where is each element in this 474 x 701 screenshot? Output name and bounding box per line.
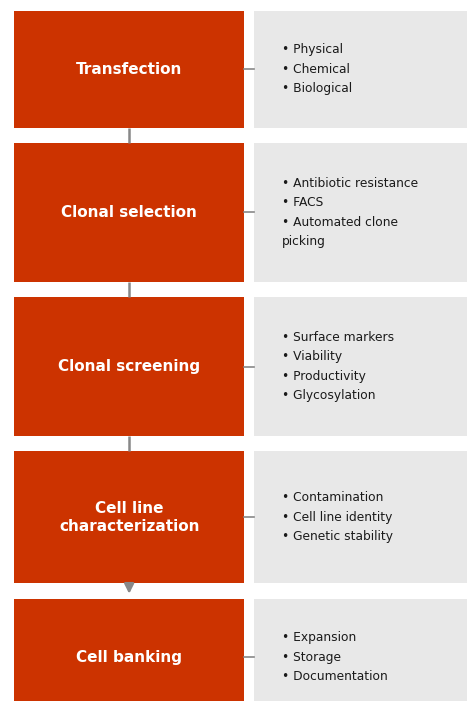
Text: Clonal selection: Clonal selection	[61, 205, 197, 220]
Bar	[14, 143, 244, 282]
Text: • Expansion
• Storage
• Documentation: • Expansion • Storage • Documentation	[282, 631, 388, 683]
Text: • Surface markers
• Viability
• Productivity
• Glycosylation: • Surface markers • Viability • Producti…	[282, 331, 394, 402]
Text: • Antibiotic resistance
• FACS
• Automated clone
picking: • Antibiotic resistance • FACS • Automat…	[282, 177, 418, 248]
Bar	[14, 297, 244, 436]
Bar	[254, 451, 467, 583]
Bar	[14, 599, 244, 701]
Bar	[254, 143, 467, 282]
Text: Cell line
characterization: Cell line characterization	[59, 501, 200, 533]
Text: Cell banking: Cell banking	[76, 650, 182, 665]
Text: • Contamination
• Cell line identity
• Genetic stability: • Contamination • Cell line identity • G…	[282, 491, 393, 543]
Bar	[14, 11, 244, 128]
Text: Transfection: Transfection	[76, 62, 182, 76]
Bar	[254, 11, 467, 128]
Text: • Physical
• Chemical
• Biological: • Physical • Chemical • Biological	[282, 43, 352, 95]
Bar	[254, 297, 467, 436]
Text: Clonal screening: Clonal screening	[58, 359, 200, 374]
Bar	[14, 451, 244, 583]
Bar	[254, 599, 467, 701]
